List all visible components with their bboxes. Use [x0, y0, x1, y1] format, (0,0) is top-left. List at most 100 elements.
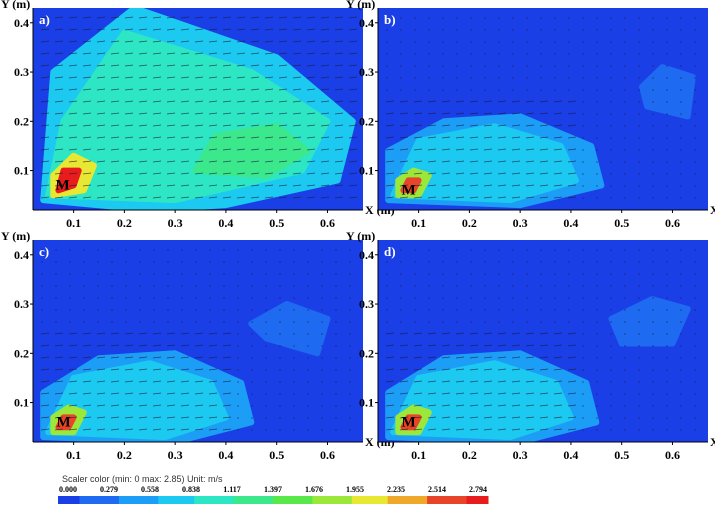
y-tick-label: 0.3: [359, 297, 374, 311]
colorbar-tick-label: 1.676: [305, 485, 323, 494]
colorbar-segment: [86, 496, 91, 504]
colorbar-segment: [387, 496, 392, 504]
colorbar-segment: [308, 496, 313, 504]
x-tick-label: 0.6: [665, 448, 680, 462]
colorbar-segment: [97, 496, 102, 504]
source-marker: M: [55, 177, 69, 193]
colorbar-segment: [111, 496, 116, 504]
colorbar-segment: [419, 496, 424, 504]
colorbar-segment: [154, 496, 159, 504]
colorbar-segment: [380, 496, 385, 504]
colorbar-segment: [255, 496, 260, 504]
colorbar-segment: [90, 496, 95, 504]
x-tick-label: 0.6: [320, 216, 335, 230]
x-tick-label: 0.5: [614, 216, 629, 230]
colorbar-segment: [341, 496, 346, 504]
colorbar-segment: [240, 496, 245, 504]
x-tick-label: 0.2: [117, 448, 132, 462]
colorbar-segment: [212, 496, 217, 504]
colorbar-segment: [158, 496, 163, 504]
colorbar-segment: [147, 496, 152, 504]
panel-0: a)M0.10.20.30.40.50.60.10.20.30.4X (m)Y …: [1, 0, 395, 230]
x-tick-label: 0.5: [269, 216, 284, 230]
colorbar-segment: [330, 496, 335, 504]
colorbar-segment: [477, 496, 482, 504]
source-marker: M: [401, 182, 415, 198]
colorbar-segment: [423, 496, 428, 504]
colorbar-segment: [312, 496, 317, 504]
y-tick-label: 0.3: [359, 65, 374, 79]
y-tick-label: 0.3: [14, 297, 29, 311]
y-tick-label: 0.1: [14, 164, 29, 178]
velocity-region: [192, 123, 311, 179]
colorbar-segment: [251, 496, 256, 504]
colorbar-segment: [104, 496, 109, 504]
colorbar-tick-label: 0.838: [182, 485, 200, 494]
colorbar-segment: [101, 496, 106, 504]
colorbar-segment: [58, 496, 63, 504]
colorbar-tick-label: 0.000: [59, 485, 77, 494]
x-tick-label: 0.4: [218, 448, 233, 462]
colorbar-segment: [172, 496, 177, 504]
colorbar-segment: [398, 496, 403, 504]
colorbar-segment: [126, 496, 131, 504]
colorbar-segment: [337, 496, 342, 504]
panel-1: b) M 0.1 0.2 0.3 0.4 0.5 0.6 0.1 0.2 0.3 0.4 X (m) Y …: [346, 0, 715, 230]
colorbar-segment: [144, 496, 149, 504]
colorbar-tick-label: 1.955: [346, 485, 364, 494]
x-tick-label: 0.2: [462, 448, 477, 462]
x-axis-label: X (m): [710, 435, 715, 449]
y-tick-label: 0.2: [359, 346, 374, 360]
colorbar-segment: [233, 496, 238, 504]
colorbar-tick-label: 2.794: [469, 485, 487, 494]
x-tick-label: 0.4: [563, 216, 578, 230]
velocity-vectors: [385, 17, 696, 199]
colorbar-segment: [344, 496, 349, 504]
y-axis-label: Y (m): [346, 229, 375, 243]
colorbar-segment: [290, 496, 295, 504]
y-tick-label: 0.4: [359, 16, 374, 30]
colorbar-segment: [190, 496, 195, 504]
x-axis-label: X (m): [710, 203, 715, 217]
panel-label: d): [384, 244, 396, 259]
y-tick-label: 0.4: [14, 248, 29, 262]
colorbar-segment: [470, 496, 475, 504]
y-tick-label: 0.4: [14, 16, 29, 30]
colorbar-segment: [462, 496, 467, 504]
velocity-region: [639, 64, 696, 120]
colorbar-segment: [459, 496, 464, 504]
colorbar-segment: [348, 496, 353, 504]
colorbar-segment: [301, 496, 306, 504]
colorbar-segment: [151, 496, 156, 504]
colorbar-segment: [115, 496, 120, 504]
colorbar-segment: [441, 496, 446, 504]
x-tick-label: 0.3: [513, 448, 528, 462]
colorbar-segment: [416, 496, 421, 504]
colorbar-segment: [219, 496, 224, 504]
x-tick-label: 0.3: [168, 216, 183, 230]
colorbar-segment: [161, 496, 166, 504]
y-axis-label: Y (m): [1, 0, 30, 11]
velocity-region: [248, 301, 331, 357]
colorbar-segment: [176, 496, 181, 504]
colorbar-segment: [480, 496, 485, 504]
colorbar-segment: [108, 496, 113, 504]
panel-label: b): [384, 12, 396, 27]
colorbar-segment: [298, 496, 303, 504]
colorbar-segment: [215, 496, 220, 504]
velocity-region: [390, 123, 579, 204]
colorbar-segment: [445, 496, 450, 504]
y-tick-label: 0.1: [359, 164, 374, 178]
colorbar-segment: [247, 496, 252, 504]
colorbar-segment: [280, 496, 285, 504]
colorbar-segment: [369, 496, 374, 504]
colorbar-segment: [72, 496, 77, 504]
colorbar-segment: [83, 496, 88, 504]
colorbar-segment: [75, 496, 80, 504]
colorbar-segment: [402, 496, 407, 504]
colorbar-segment: [129, 496, 134, 504]
velocity-vectors: [40, 249, 351, 431]
source-marker: M: [401, 414, 415, 430]
colorbar-segment: [276, 496, 281, 504]
